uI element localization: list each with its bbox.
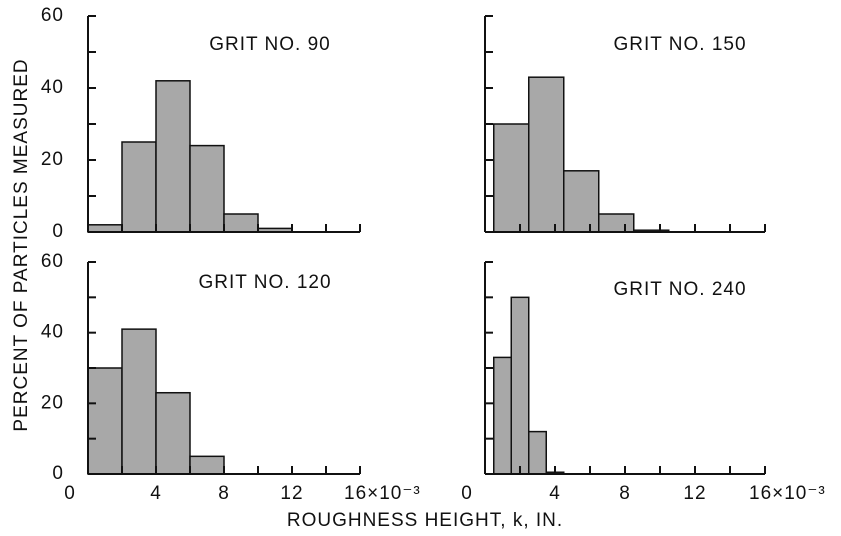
x-tick-label: 0 <box>64 483 76 504</box>
bar <box>87 224 123 233</box>
bar <box>121 328 157 475</box>
x-tick-label: 4 <box>549 483 561 504</box>
x-tick-label: 16×10⁻³ <box>749 483 826 504</box>
bar <box>493 123 530 233</box>
panel-title: GRIT NO. 120 <box>198 272 331 293</box>
y-tick-label: 60 <box>41 5 64 26</box>
bar <box>155 80 191 233</box>
bar <box>563 170 600 233</box>
y-tick-label: 40 <box>41 322 64 343</box>
bar <box>121 141 157 233</box>
panel-title: GRIT NO. 150 <box>613 34 746 55</box>
panel-title: GRIT NO. 90 <box>209 34 331 55</box>
x-tick-label: 8 <box>619 483 631 504</box>
bar <box>510 296 530 475</box>
bar <box>189 455 225 475</box>
bar <box>493 356 512 475</box>
bar <box>189 144 225 233</box>
y-tick-label: 40 <box>41 77 64 98</box>
y-tick-label: 60 <box>41 251 64 272</box>
bar <box>155 391 191 475</box>
y-tick-label: 0 <box>52 221 64 242</box>
y-tick-label: 20 <box>41 149 64 170</box>
x-tick-label: 0 <box>461 483 473 504</box>
panel-title: GRIT NO. 240 <box>613 279 746 300</box>
bar <box>528 76 565 233</box>
y-tick-label: 0 <box>52 463 64 484</box>
x-axis-label: ROUGHNESS HEIGHT, k, IN. <box>287 510 563 531</box>
bar <box>87 367 123 475</box>
x-tick-label: 4 <box>150 483 162 504</box>
x-tick-label: 16×10⁻³ <box>344 483 421 504</box>
y-axis-label: PERCENT OF PARTICLES MEASURED <box>11 58 32 431</box>
x-tick-label: 12 <box>683 483 706 504</box>
bar <box>528 430 547 475</box>
bar <box>223 213 259 233</box>
x-tick-label: 8 <box>218 483 230 504</box>
y-tick-label: 20 <box>41 392 64 413</box>
bar <box>598 213 635 233</box>
x-tick-label: 12 <box>280 483 303 504</box>
